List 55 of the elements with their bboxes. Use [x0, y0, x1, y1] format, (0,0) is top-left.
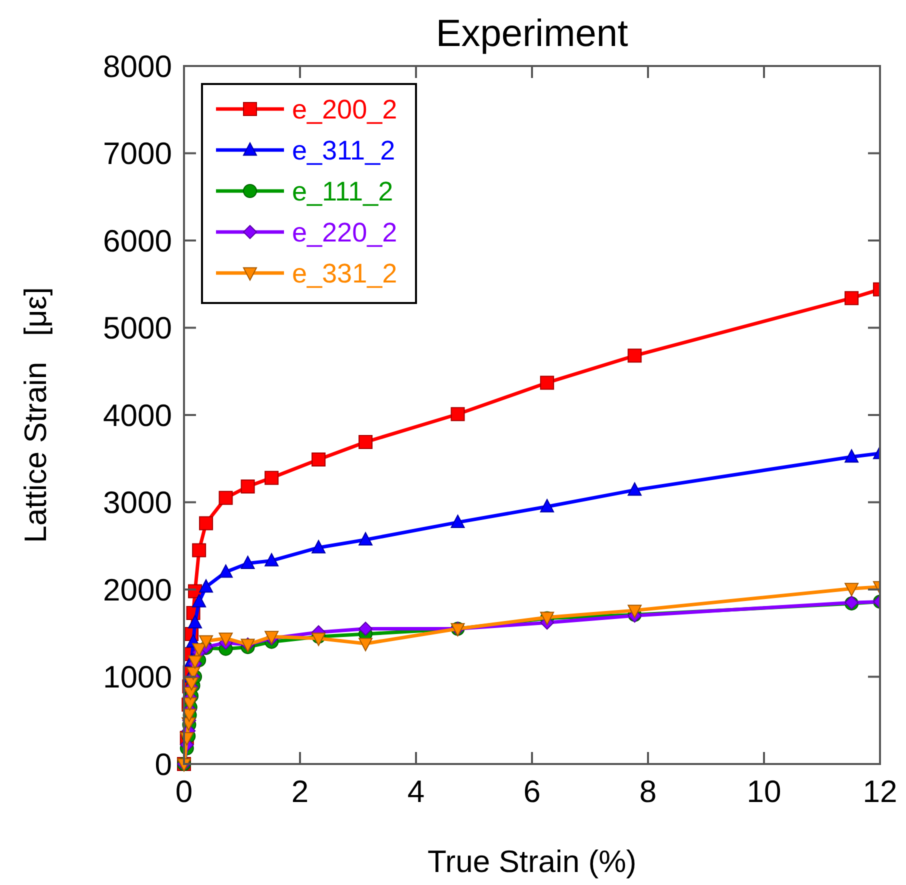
x-axis-title: True Strain (%): [427, 844, 637, 879]
point: [192, 594, 206, 608]
y-tick-label: 0: [154, 746, 172, 782]
y-tick-label: 4000: [103, 398, 172, 433]
point: [628, 482, 642, 496]
point: [186, 666, 200, 680]
x-tick-label: 4: [407, 774, 425, 809]
y-tick-label: 3000: [103, 485, 172, 520]
point: [199, 516, 214, 530]
point: [199, 635, 214, 649]
point: [312, 540, 326, 554]
point: [844, 291, 859, 306]
point: [192, 543, 206, 558]
point: [358, 435, 373, 450]
x-tick-label: 12: [862, 774, 898, 809]
point: [188, 615, 202, 628]
y-tick-label: 7000: [103, 136, 172, 172]
x-tick-label: 10: [746, 774, 782, 809]
y-tick-label: 6000: [103, 223, 172, 258]
point: [358, 532, 373, 546]
point: [199, 579, 214, 593]
legend-label: e_200_2: [292, 94, 398, 124]
legend-label: e_311_2: [292, 135, 396, 166]
point: [844, 582, 859, 596]
point: [264, 470, 279, 485]
point: [218, 632, 233, 646]
y-tick-label: 2000: [103, 572, 172, 608]
x-tick-label: 8: [639, 774, 657, 809]
x-tick-label: 2: [291, 774, 309, 809]
point: [358, 638, 373, 652]
y-tick-label: 5000: [103, 310, 172, 346]
legend-label: e_331_2: [292, 258, 398, 288]
point: [628, 604, 642, 618]
point: [264, 553, 279, 566]
point: [450, 407, 465, 422]
point: [312, 632, 326, 646]
legend-label: e_111_2: [292, 176, 394, 206]
point: [844, 449, 859, 463]
y-tick-label: 8000: [103, 48, 172, 84]
y-tick-label: 1000: [103, 660, 172, 695]
point: [628, 348, 642, 363]
chart-title: Experiment: [436, 13, 629, 55]
point: [240, 480, 255, 494]
y-axis-title: Lattice Strain [με]: [18, 287, 53, 543]
point: [312, 452, 326, 466]
point: [358, 622, 373, 636]
point: [192, 643, 206, 656]
point: [540, 376, 554, 390]
point: [540, 498, 554, 512]
point: [218, 564, 233, 578]
legend-label: e_220_2: [292, 217, 398, 248]
x-tick-label: 6: [523, 774, 541, 809]
point: [240, 556, 255, 570]
point: [218, 490, 233, 505]
point: [450, 514, 465, 528]
